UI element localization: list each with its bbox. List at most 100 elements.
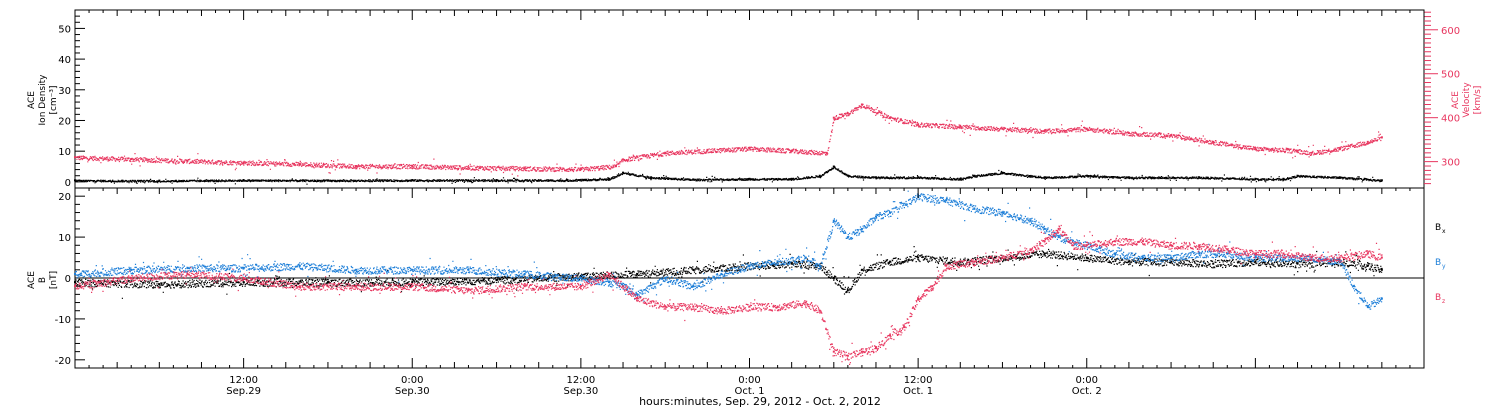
b-series-blue-point: [1029, 219, 1032, 222]
b-series-pink-point: [411, 285, 414, 288]
b-series-pink: [74, 224, 1383, 365]
x-tick-date-label: Oct. 1: [903, 386, 933, 397]
velocity-axis-label: ACE Velocity [km/s]: [1451, 82, 1483, 118]
b-series-pink-point: [1338, 256, 1341, 259]
velocity-axis-label-line: ACE: [1451, 91, 1461, 109]
b-series-blue-point: [860, 227, 863, 230]
density-axis-label-line: [cm⁻³]: [49, 85, 59, 114]
velocity-series-point: [706, 149, 709, 152]
b-series-pink-point: [931, 285, 934, 288]
b-series-blue-point: [1380, 297, 1383, 300]
b-axis-label-line: ACE: [27, 271, 37, 289]
b-series-pink-point: [636, 297, 639, 300]
b-axis-label: ACE B [nT]: [27, 271, 59, 289]
velocity-series-point: [1296, 149, 1299, 152]
b-series-pink-point: [889, 334, 892, 337]
b-series-black-point: [579, 274, 582, 277]
b-series-pink-point: [860, 350, 863, 353]
b-series-black-point: [832, 277, 835, 279]
b-series-black-point: [1127, 260, 1130, 263]
density-series-point: [818, 174, 821, 177]
b-series-blue-point: [748, 264, 751, 267]
b-series-pink-point: [130, 277, 133, 279]
b-axis-label-line: [nT]: [49, 271, 59, 289]
b-series-blue-point: [636, 293, 639, 296]
x-tick-time-label: 12:00: [904, 375, 933, 386]
velocity-tick-label: 300: [1441, 158, 1460, 169]
b-series-black-point: [1366, 264, 1369, 267]
b-series-blue-point: [1113, 252, 1116, 255]
b-legend-subscript: z: [1442, 298, 1445, 305]
b-series-pink-point: [1254, 252, 1257, 255]
density-tick-label: 40: [58, 55, 71, 66]
x-tick-time-label: 12:00: [566, 375, 595, 386]
b-series-pink-scatter: [75, 224, 1383, 365]
velocity-series-point: [355, 165, 358, 168]
density-axis-label: ACE Ion Density [cm⁻³]: [27, 74, 59, 126]
x-tick-time-label: 0:00: [401, 375, 423, 386]
velocity-series-point: [242, 161, 245, 164]
b-series-pink-point: [748, 305, 751, 308]
b-series-blue-point: [1198, 252, 1201, 255]
b-legend-label: B: [1435, 293, 1441, 303]
velocity-series-point: [1212, 140, 1215, 143]
density-series-scatter: [75, 166, 1383, 185]
b-series-black-point: [74, 281, 76, 284]
velocity-series: [74, 103, 1383, 177]
b-series-pink-point: [832, 350, 835, 353]
density-tick-label: 10: [58, 147, 71, 158]
b-series-pink-point: [523, 285, 526, 288]
b-legend-label: B: [1435, 258, 1441, 268]
b-series-pink-point: [1366, 252, 1369, 255]
b-series-black-point: [411, 281, 414, 284]
velocity-series-point: [1338, 147, 1341, 150]
b-tick-label: 10: [58, 233, 71, 244]
density-tick-label: 30: [58, 86, 71, 97]
velocity-series-scatter: [75, 103, 1383, 177]
x-tick-date-label: Sep.29: [226, 386, 261, 397]
b-series-pink-point: [1170, 244, 1173, 247]
b-series-black-point: [846, 289, 849, 292]
b-series-blue-point: [874, 215, 877, 218]
b-series-blue-point: [846, 236, 849, 239]
b-series-black-point: [326, 281, 329, 284]
b-series-blue: [74, 190, 1383, 310]
b-series-pink-point: [692, 305, 695, 308]
b-series-black-point: [1043, 252, 1046, 255]
b-legend-label: B: [1435, 223, 1441, 233]
x-tick-date-label: Sep.30: [563, 386, 598, 397]
x-tick-date-label: Oct. 1: [734, 386, 764, 397]
velocity-axis-label-line: [km/s]: [1473, 86, 1483, 115]
b-series-blue-point: [945, 199, 948, 202]
b-series-black-point: [917, 256, 920, 259]
density-tick-label: 20: [58, 116, 71, 127]
velocity-tick-label: 400: [1441, 114, 1460, 125]
b-series-pink-point: [1043, 240, 1046, 243]
b-series-black-point: [1380, 268, 1383, 271]
velocity-tick-label: 600: [1441, 26, 1460, 37]
density-axis-label-line: Ion Density: [38, 74, 48, 126]
x-tick-time-label: 12:00: [229, 375, 258, 386]
b-series-pink-point: [804, 301, 807, 304]
time-axis: 12:00Sep.290:00Sep.3012:00Sep.300:00Oct.…: [74, 10, 1425, 397]
density-series-point: [1282, 177, 1285, 180]
b-series-blue-point: [776, 260, 779, 263]
b-series-blue-point: [523, 272, 526, 275]
b-series-blue-point: [355, 268, 358, 271]
velocity-series-point: [411, 165, 414, 168]
velocity-tick-label: 500: [1441, 70, 1460, 81]
b-series-blue-point: [186, 266, 189, 269]
b-tick-label: -20: [55, 356, 71, 367]
b-series-pink-point: [1141, 240, 1144, 243]
velocity-series-point: [1127, 132, 1130, 135]
b-legend-subscript: y: [1442, 263, 1446, 270]
x-tick-time-label: 0:00: [738, 375, 760, 386]
velocity-series-point: [1254, 147, 1257, 150]
b-series-blue-point: [664, 277, 667, 279]
x-tick-date-label: Sep.30: [395, 386, 430, 397]
b-series-pink-point: [579, 285, 582, 288]
density-series-point: [650, 176, 653, 179]
b-legend-subscript: x: [1442, 228, 1446, 235]
